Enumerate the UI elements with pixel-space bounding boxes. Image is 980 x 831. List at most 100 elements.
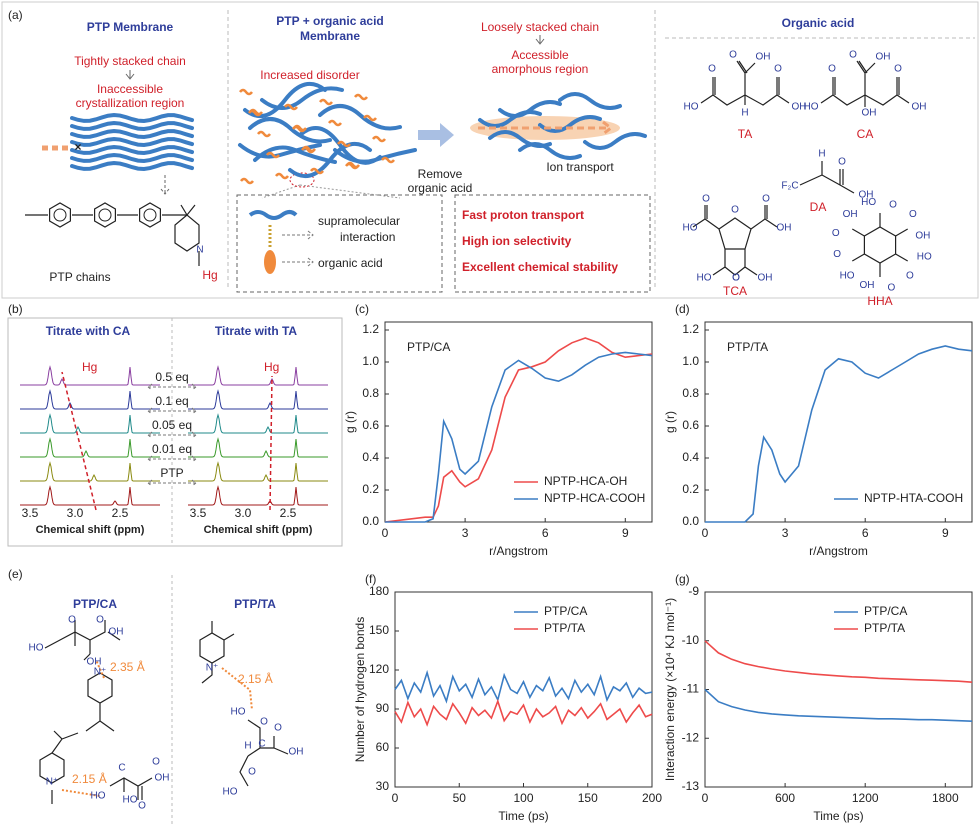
h-bond <box>95 659 105 679</box>
atom: H <box>741 108 748 119</box>
atom: OH <box>155 773 170 784</box>
caption: Ion transport <box>546 160 614 174</box>
atom: OH <box>912 102 927 113</box>
atom: C <box>118 763 125 774</box>
atom: O <box>889 200 897 211</box>
distance-label: 2.35 Å <box>110 659 145 674</box>
y-tick-label: -11 <box>683 682 700 696</box>
atom: OH <box>289 747 304 758</box>
acid-squiggle <box>249 108 263 116</box>
plot-frame <box>394 591 653 788</box>
bond <box>851 213 909 277</box>
eq-arrow <box>147 455 197 463</box>
bond <box>174 214 200 266</box>
shift-arrow <box>61 371 97 511</box>
series-line <box>704 640 973 683</box>
y-axis-label: g (r) <box>343 411 357 433</box>
annotation: PTP/TA <box>727 340 768 354</box>
atom: HO <box>123 795 138 806</box>
acid-squiggle <box>319 98 333 106</box>
nmr-trace <box>20 365 160 386</box>
polymer-chain <box>70 112 194 123</box>
caption: organic acid <box>408 181 473 195</box>
atom: O <box>732 273 740 284</box>
y-tick-label: 0.4 <box>682 450 699 464</box>
polymer-chain <box>70 120 194 131</box>
atom: OH <box>843 209 858 220</box>
x-tick-label: 2.5 <box>280 506 297 520</box>
atom: O <box>260 717 268 728</box>
polymer-chain <box>70 144 194 155</box>
x-tick-label: 3.0 <box>67 506 84 520</box>
x-axis-label: r/Angstrom <box>809 544 868 558</box>
heading: Titrate with CA <box>46 324 131 338</box>
polymer-chain <box>70 128 194 139</box>
acid-squiggle <box>284 103 298 111</box>
x-tick-label: 0 <box>702 791 709 805</box>
h-bond <box>221 667 253 711</box>
y-tick-label: 30 <box>376 779 390 793</box>
y-tick-label: 0.2 <box>362 482 379 496</box>
plot-frame <box>384 321 653 523</box>
atom: HO <box>683 223 698 234</box>
molecule-name: TCA <box>723 284 747 298</box>
atom: O <box>702 194 710 205</box>
atom: O <box>274 723 282 734</box>
atom: OH <box>859 190 874 201</box>
atom: O <box>828 64 836 75</box>
nmr-trace <box>188 365 328 386</box>
legend-text: organic acid <box>318 256 383 270</box>
atom: F₂C <box>781 181 798 192</box>
polymer-chain <box>253 145 337 164</box>
y-tick-label: -12 <box>682 730 700 744</box>
acid-icon <box>264 250 276 274</box>
bond <box>820 60 910 107</box>
bond <box>85 672 115 732</box>
atom: H <box>244 741 251 752</box>
x-tick-label: 0 <box>392 791 399 805</box>
atom: HO <box>684 102 699 113</box>
acid-squiggle <box>293 124 307 132</box>
chain-icon <box>248 210 298 220</box>
panel-a-frame <box>1 1 979 299</box>
atom: O <box>729 50 737 61</box>
atom: O <box>708 64 716 75</box>
panel-label: (d) <box>675 302 690 316</box>
bond <box>44 620 121 661</box>
polymer-chain <box>70 136 194 147</box>
atom: HO <box>697 273 712 284</box>
bond <box>700 60 790 106</box>
distance-label: 2.15 Å <box>238 671 273 686</box>
bond <box>863 226 897 264</box>
atom: O <box>152 757 160 768</box>
atom: H <box>818 149 825 160</box>
atom: O <box>894 64 902 75</box>
y-tick-label: 0.8 <box>362 386 379 400</box>
polymer-chain <box>288 141 372 179</box>
panel-label: (f) <box>365 572 376 586</box>
atom: HO <box>91 791 106 802</box>
legend-label: PTP/TA <box>864 621 905 635</box>
axis-label: Chemical shift (ppm) <box>204 524 313 536</box>
caption: amorphous region <box>492 62 589 76</box>
panel-label: (c) <box>355 302 369 316</box>
acid-squiggle <box>354 93 368 101</box>
arrow <box>535 35 545 45</box>
acid-squiggle <box>328 119 342 127</box>
polymer-chain <box>583 132 647 150</box>
y-tick-label: -13 <box>682 779 700 793</box>
ring <box>94 202 116 228</box>
y-tick-label: 1.0 <box>362 354 379 368</box>
nmr-trace <box>20 461 160 482</box>
panel-label: (a) <box>8 8 23 22</box>
feature-box <box>454 194 651 293</box>
feature: Fast proton transport <box>462 208 584 222</box>
y-tick-label: 0.4 <box>362 450 379 464</box>
acid-squiggle <box>310 167 324 175</box>
atom: OH <box>859 280 874 291</box>
legend-label: PTP/CA <box>864 604 907 618</box>
atom: O <box>832 228 840 239</box>
caption: Increased disorder <box>260 68 359 82</box>
zoom-line <box>261 184 401 199</box>
